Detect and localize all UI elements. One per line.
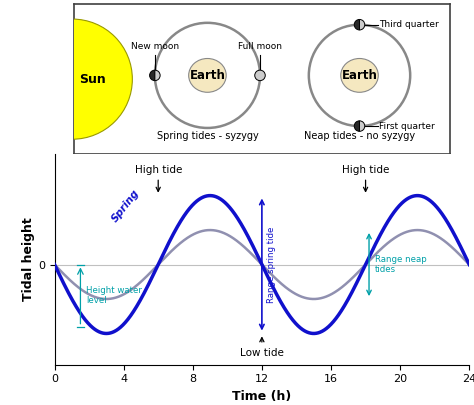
Text: New moon: New moon: [131, 42, 179, 51]
Wedge shape: [155, 70, 160, 81]
Wedge shape: [150, 70, 155, 81]
Text: Spring: Spring: [110, 188, 141, 224]
Text: Spring tides - syzygy: Spring tides - syzygy: [156, 131, 258, 141]
Text: First quarter: First quarter: [379, 122, 435, 130]
Text: High tide: High tide: [342, 164, 389, 192]
Text: Range spring tide: Range spring tide: [267, 226, 276, 303]
Text: Low tide: Low tide: [240, 338, 284, 358]
Wedge shape: [359, 19, 365, 30]
Text: Earth: Earth: [190, 69, 225, 82]
Text: Third quarter: Third quarter: [379, 20, 439, 29]
Ellipse shape: [189, 58, 226, 92]
Text: Sun: Sun: [80, 72, 106, 85]
Y-axis label: Tidal height: Tidal height: [22, 217, 35, 301]
Text: High tide: High tide: [135, 164, 182, 192]
Text: Neap tides - no syzygy: Neap tides - no syzygy: [304, 131, 415, 141]
Wedge shape: [72, 19, 132, 139]
Text: Earth: Earth: [342, 69, 377, 82]
Wedge shape: [359, 121, 365, 131]
X-axis label: Time (h): Time (h): [232, 390, 292, 403]
Text: Height water
level: Height water level: [86, 286, 142, 305]
Wedge shape: [354, 121, 359, 131]
Ellipse shape: [341, 58, 378, 92]
Text: Full moon: Full moon: [238, 42, 282, 51]
Wedge shape: [354, 19, 359, 30]
Circle shape: [255, 70, 265, 81]
Text: Range neap
tides: Range neap tides: [375, 255, 427, 274]
